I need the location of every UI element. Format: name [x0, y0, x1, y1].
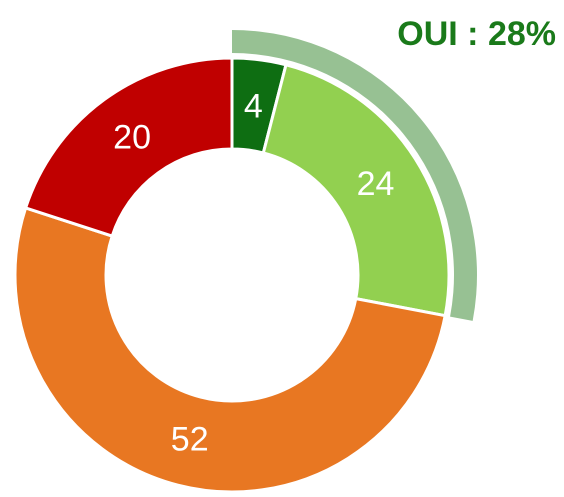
- donut-segment: [23, 56, 234, 238]
- data-label: 20: [113, 118, 151, 156]
- donut-segment: [261, 62, 451, 318]
- highlight-arc: [232, 30, 477, 321]
- data-label: 4: [244, 87, 263, 125]
- data-label: 24: [357, 165, 395, 203]
- donut-segment: [13, 206, 447, 494]
- annotation: OUI : 28%: [397, 15, 556, 53]
- data-label: 52: [171, 421, 209, 459]
